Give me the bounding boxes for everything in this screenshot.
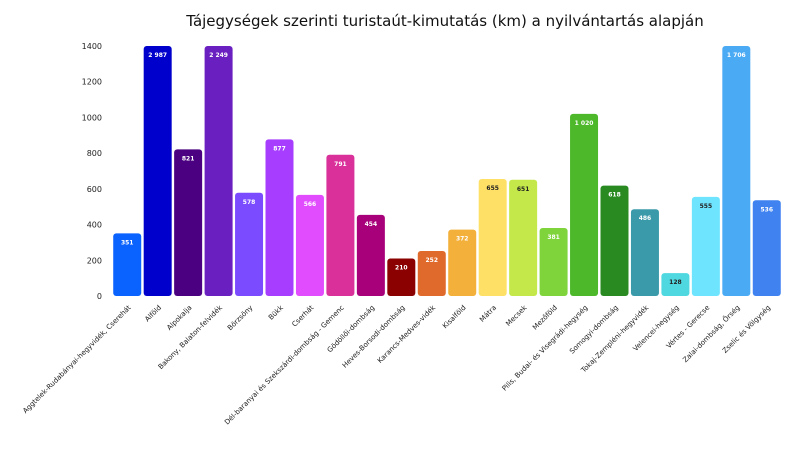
bar — [661, 273, 690, 296]
data-label: 618 — [608, 192, 621, 199]
bar — [417, 251, 446, 296]
data-label: 877 — [273, 145, 286, 152]
bar — [295, 194, 324, 296]
bar — [387, 258, 416, 296]
bar — [356, 214, 385, 296]
x-tick-label: Bükk — [267, 303, 286, 322]
y-tick-label: 1000 — [82, 113, 102, 122]
data-label: 372 — [456, 236, 469, 243]
data-label: 536 — [761, 206, 774, 213]
y-tick-label: 400 — [87, 221, 102, 230]
x-tick-label: Zalai-dombság, Őrség — [681, 303, 742, 364]
y-tick-label: 800 — [87, 149, 102, 158]
bar — [235, 192, 264, 296]
y-tick-label: 1200 — [82, 78, 102, 87]
bar — [722, 46, 751, 296]
data-label: 381 — [547, 234, 560, 241]
bar — [265, 139, 294, 296]
bar — [143, 46, 172, 296]
data-label: 555 — [700, 203, 713, 210]
bar — [174, 149, 203, 296]
y-tick-label: 0 — [97, 292, 102, 301]
data-label: 2 249 — [209, 52, 228, 59]
data-label: 1 706 — [727, 52, 746, 59]
y-tick-label: 600 — [87, 185, 102, 194]
bar — [600, 185, 629, 296]
x-tick-label: Mátra — [478, 304, 498, 324]
bar — [204, 46, 233, 296]
x-axis: Aggtelek-Rudabányai-hegyvidék, Cserehát A… — [21, 303, 772, 426]
data-label: 651 — [517, 186, 530, 193]
data-label: 578 — [243, 199, 256, 206]
data-label: 566 — [304, 201, 317, 208]
data-label: 486 — [639, 215, 652, 222]
y-axis: 0 200 400 600 800 1000 1200 1400 — [82, 42, 102, 301]
x-tick-label: Börzsöny — [226, 304, 254, 332]
data-label: 454 — [365, 221, 378, 228]
x-tick-label: Alpokalja — [165, 304, 193, 332]
x-tick-label: Aggtelek-Rudabányai-hegyvidék, Cserehát — [21, 304, 132, 415]
x-tick-label: Kisalföld — [441, 304, 468, 331]
x-tick-label: Karancs-Medves-vidék — [376, 303, 438, 365]
x-tick-label: Mecsek — [504, 303, 529, 328]
x-tick-label: Heves-Borsodi-dombság — [341, 304, 407, 370]
data-label: 1 020 — [575, 120, 594, 127]
data-label: 2 987 — [148, 52, 167, 59]
data-label: 821 — [182, 155, 195, 162]
x-tick-label: Alföld — [143, 304, 163, 324]
data-label: 351 — [121, 239, 134, 246]
bar — [630, 209, 659, 296]
bar — [752, 200, 781, 296]
y-tick-label: 1400 — [82, 42, 102, 51]
x-tick-label: Bakony, Balaton-felvidék — [157, 303, 225, 371]
bar — [448, 229, 477, 296]
x-tick-label: Mezőföld — [530, 303, 559, 332]
bar — [113, 233, 142, 296]
y-tick-label: 200 — [87, 256, 102, 265]
data-label: 655 — [486, 185, 499, 192]
bar — [539, 227, 568, 296]
bar — [478, 179, 507, 296]
bar — [570, 113, 599, 296]
data-label: 252 — [426, 257, 439, 264]
bars — [113, 46, 781, 296]
data-label: 210 — [395, 265, 408, 272]
bar — [509, 179, 538, 296]
data-label: 791 — [334, 161, 347, 168]
x-tick-label: Cserhát — [291, 304, 316, 329]
data-labels: 351 2 987 821 2 249 578 877 566 791 454 210 252 372… — [121, 52, 773, 286]
data-label: 128 — [669, 279, 682, 286]
chart-title: Tájegységek szerinti turistaút-kimutatás… — [186, 12, 704, 30]
bar — [691, 196, 720, 296]
bar — [326, 154, 355, 296]
